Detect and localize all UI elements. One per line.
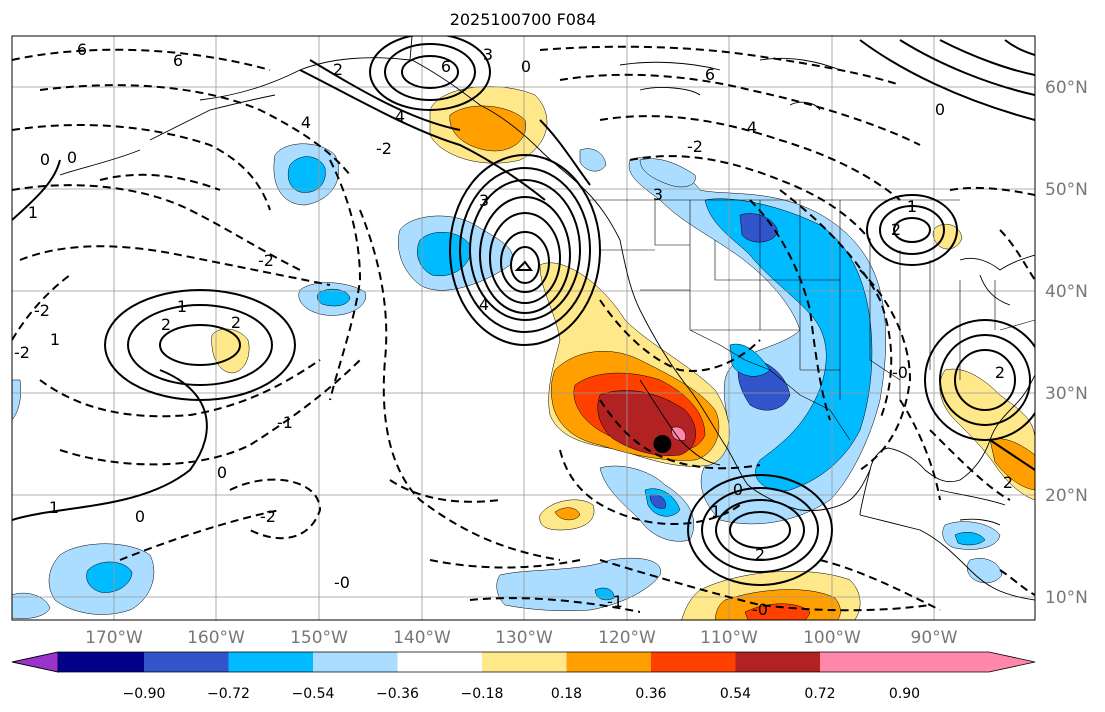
colorbar-tick: 0.72 [804, 686, 835, 702]
contour-labels: 6 6 4 3 0 6 4 3 2 -2 0 4 -2 -2 1 2 2 -2 … [14, 40, 1013, 619]
contour-label: 2 [891, 220, 901, 239]
contour-label: -2 [687, 137, 703, 156]
colorbar-segment [735, 652, 820, 672]
colorbar-tick: −0.54 [292, 686, 335, 702]
lon-label: 110°W [700, 628, 758, 648]
colorbar-tick: 0.36 [635, 686, 666, 702]
lon-label: 150°W [290, 628, 348, 648]
lon-label: 90°W [911, 628, 958, 648]
contour-label: -0 [892, 363, 908, 382]
contour-label: 2 [333, 60, 343, 79]
lat-label: 30°N [1045, 384, 1088, 404]
contour-label: 0 [935, 100, 945, 119]
colorbar: −0.90 −0.72 −0.54 −0.36 −0.18 0.18 0.36 … [11, 651, 1036, 702]
colorbar-tick: 0.18 [551, 686, 582, 702]
contour-label: 1 [177, 297, 187, 316]
contour-label: -2 [260, 507, 276, 526]
contour-label: 1 [49, 498, 59, 517]
contour-label: 6 [441, 57, 451, 76]
latitude-labels: 60°N 50°N 40°N 30°N 20°N 10°N [1045, 78, 1088, 608]
graticule [12, 36, 1035, 620]
colorbar-segment [397, 652, 482, 672]
contours-positive [12, 36, 1035, 586]
contour-label: 0 [135, 507, 145, 526]
map-title: 2025100700 F084 [450, 10, 597, 29]
contour-label: 2 [1003, 473, 1013, 492]
lon-label: 170°W [85, 628, 143, 648]
contour-label: -2 [376, 139, 392, 158]
contours-negative [12, 45, 1035, 613]
colorbar-segment [651, 652, 736, 672]
political-borders [590, 199, 1035, 441]
contour-label: 1 [711, 502, 721, 521]
contour-label: 4 [301, 113, 311, 132]
lat-label: 60°N [1045, 78, 1088, 98]
contour-label: 0 [67, 148, 77, 167]
colorbar-tick: −0.90 [123, 686, 166, 702]
contour-label: -0 [334, 573, 350, 592]
lat-label: 10°N [1045, 588, 1088, 608]
map-area: 6 6 4 3 0 6 4 3 2 -2 0 4 -2 -2 1 2 2 -2 … [12, 36, 1035, 620]
contour-label: 0 [733, 480, 743, 499]
contour-label: 3 [653, 185, 663, 204]
contour-label: 4 [479, 295, 489, 314]
contour-label: 0 [521, 57, 531, 76]
contour-label: 6 [705, 65, 715, 84]
longitude-labels: 170°W 160°W 150°W 140°W 130°W 120°W 110°… [85, 628, 958, 648]
contour-label: 6 [173, 51, 183, 70]
contour-label: -2 [34, 301, 50, 320]
contour-label: 2 [755, 545, 765, 564]
contour-label: -2 [258, 251, 274, 270]
colorbar-segment [820, 652, 905, 672]
colorbar-segment [482, 652, 567, 672]
colorbar-tick: −0.72 [207, 686, 250, 702]
shaded-field [12, 86, 1035, 620]
contour-label: 4 [395, 107, 405, 126]
colorbar-extend-low [11, 651, 59, 673]
contour-label: 1 [907, 197, 917, 216]
lon-label: 160°W [187, 628, 245, 648]
lon-label: 120°W [598, 628, 656, 648]
contour-label: -0 [752, 600, 768, 619]
lat-label: 20°N [1045, 486, 1088, 506]
contour-label: 6 [77, 40, 87, 59]
contour-label: 2 [995, 363, 1005, 382]
colorbar-segment [313, 652, 398, 672]
contour-label: 3 [479, 191, 489, 210]
contour-label: -1 [277, 413, 293, 432]
contour-label: 0 [217, 463, 227, 482]
contour-label: 4 [747, 118, 757, 137]
colorbar-segment [566, 652, 651, 672]
coastlines [59, 36, 1035, 601]
contour-label: 0 [40, 150, 50, 169]
lon-label: 130°W [495, 628, 553, 648]
colorbar-tick: 0.54 [720, 686, 751, 702]
colorbar-segment [58, 652, 144, 672]
lat-label: 50°N [1045, 180, 1088, 200]
contour-label: -2 [14, 343, 30, 362]
lat-label: 40°N [1045, 282, 1088, 302]
map-frame [11, 35, 1036, 621]
colorbar-tick: −0.36 [376, 686, 419, 702]
lon-label: 100°W [803, 628, 861, 648]
contour-label: -1 [607, 592, 623, 611]
contour-label: 1 [28, 203, 38, 222]
colorbar-segment [144, 652, 229, 672]
point-marker [653, 435, 672, 453]
contour-label: 3 [483, 45, 493, 64]
contour-label: 1 [50, 330, 60, 349]
colorbar-tick: 0.90 [889, 686, 920, 702]
colorbar-segment [228, 652, 313, 672]
colorbar-extend-high [904, 652, 1035, 672]
lon-label: 140°W [393, 628, 451, 648]
contour-label: 2 [231, 313, 241, 332]
colorbar-tick: −0.18 [461, 686, 504, 702]
contour-label: 2 [161, 315, 171, 334]
